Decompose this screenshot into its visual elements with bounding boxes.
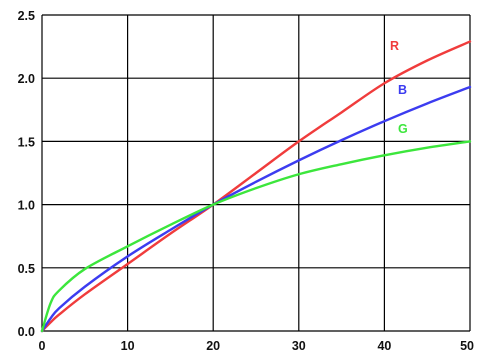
x-tick-label: 10 <box>121 339 135 353</box>
y-tick-label: 2.5 <box>18 9 35 23</box>
y-axis-tick-labels: 0.0 0.5 1.0 1.5 2.0 2.5 <box>18 9 35 339</box>
y-tick-label: 1.5 <box>18 135 35 149</box>
x-axis-tick-labels: 0 10 20 30 40 50 <box>39 339 475 353</box>
series-label-b: B <box>398 83 407 97</box>
series-line-g <box>40 140 472 333</box>
y-tick-label: 1.0 <box>18 199 35 213</box>
x-tick-label: 0 <box>39 339 46 353</box>
x-tick-label: 20 <box>206 339 220 353</box>
series-label-r: R <box>390 39 399 53</box>
y-tick-label: 0.0 <box>18 325 35 339</box>
x-tick-label: 50 <box>460 339 474 353</box>
series-lines <box>40 40 472 333</box>
series-labels: R B G <box>390 39 408 136</box>
grid <box>41 14 471 332</box>
series-label-g: G <box>398 122 408 136</box>
x-tick-label: 40 <box>377 339 391 353</box>
y-tick-label: 0.5 <box>18 262 35 276</box>
y-tick-label: 2.0 <box>18 72 35 86</box>
x-tick-label: 30 <box>292 339 306 353</box>
